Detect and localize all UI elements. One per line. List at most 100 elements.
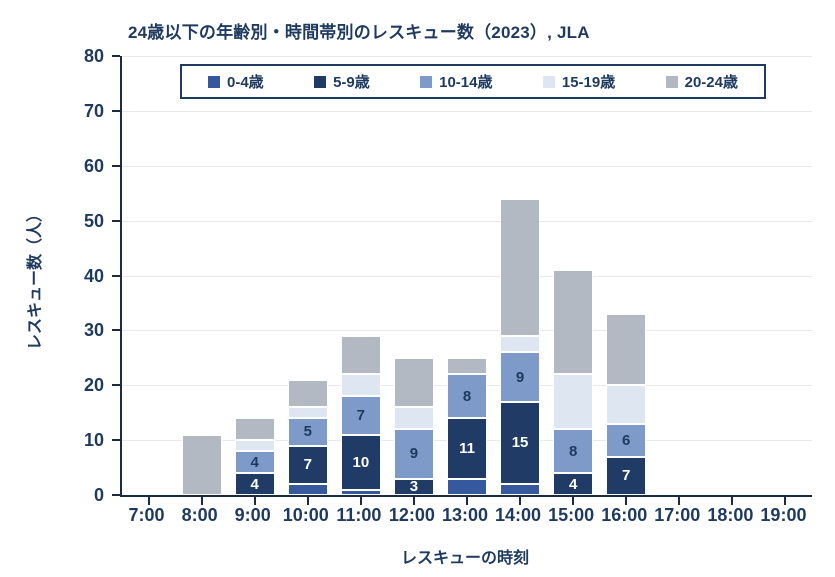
y-tick-label-70: 70 (83, 100, 104, 121)
bar-value-label: 3 (409, 478, 419, 495)
bar-segment-14:00-5-9歳: 15 (500, 401, 541, 485)
y-tick-label-50: 50 (83, 210, 104, 231)
x-tick-label-10:00: 10:00 (282, 505, 329, 525)
y-tick-label-40: 40 (83, 265, 104, 286)
bar-segment-11:00-0-4歳 (340, 489, 381, 495)
y-tick-40 (112, 274, 120, 277)
bar-value-label: 7 (303, 456, 312, 474)
bar-segment-16:00-15-19歳 (606, 385, 647, 424)
legend-label: 10-14歳 (439, 74, 493, 91)
y-tick-30 (112, 329, 120, 332)
y-tick-label-20: 20 (83, 375, 104, 396)
y-axis-tick-labels: 0 10 20 30 40 50 60 70 80 (62, 47, 118, 504)
bar-11:00: 10 7 (340, 335, 381, 495)
bar-segment-16:00-5-9歳: 7 (606, 456, 647, 495)
bar-value-label: 9 (515, 368, 525, 386)
bar-segment-13:00-20-24歳 (447, 357, 487, 375)
gridline-y-60 (122, 165, 812, 167)
bar-segment-11:00-20-24歳 (340, 335, 381, 375)
bar-value-label: 7 (356, 406, 366, 424)
bar-value-label: 8 (568, 442, 578, 460)
x-tick-label-13:00: 13:00 (441, 505, 489, 525)
x-tick-10:00 (306, 497, 309, 505)
bar-segment-14:00-10-14歳: 9 (500, 352, 541, 402)
gridline-y-40 (122, 275, 812, 277)
legend-item-15-19歳: 15-19歳 (542, 71, 616, 92)
x-tick-label-19:00: 19:00 (760, 505, 807, 525)
bar-12:00: 39 (393, 357, 434, 495)
bar-value-label: 15 (511, 434, 529, 452)
bar-value-label: 6 (622, 431, 631, 449)
x-tick-9:00 (253, 497, 256, 505)
legend-swatch-icon (420, 75, 433, 88)
bar-segment-13:00-10-14歳: 8 (447, 374, 487, 419)
bar-segment-11:00-10-14歳: 7 (340, 396, 381, 435)
x-tick-18:00 (731, 497, 734, 505)
legend-label: 0-4歳 (227, 74, 264, 91)
y-tick-0 (112, 494, 120, 496)
bar-segment-8:00-20-24歳 (181, 434, 222, 495)
y-tick-10 (112, 439, 120, 442)
y-tick-60 (112, 164, 120, 167)
bar-segment-16:00-20-24歳 (606, 313, 647, 386)
legend-swatch-icon (314, 75, 327, 88)
bar-segment-13:00-5-9歳: 11 (447, 418, 487, 479)
bar-value-label: 10 (352, 453, 370, 471)
x-tick-label-7:00: 7:00 (128, 505, 165, 525)
bar-segment-15:00-15-19歳 (553, 374, 594, 430)
legend-swatch-icon (208, 75, 220, 88)
y-tick-label-80: 80 (83, 46, 104, 66)
gridline-y-70 (122, 110, 812, 112)
bar-16:00: 76 (606, 313, 647, 495)
bar-value-label: 8 (462, 387, 472, 405)
legend-swatch-icon (542, 75, 555, 88)
x-tick-label-14:00: 14:00 (495, 505, 542, 525)
x-tick-11:00 (359, 497, 362, 505)
bar-segment-11:00-15-19歳 (340, 374, 381, 397)
y-axis-title: レスキュー数（人） (27, 206, 44, 351)
bar-segment-12:00-15-19歳 (393, 407, 434, 430)
x-axis-title: レスキューの時刻 (400, 550, 529, 567)
y-tick-label-60: 60 (83, 155, 104, 176)
chart-title: 24歳以下の年齢別・時間帯別のレスキュー数（2023）, JLA (128, 23, 590, 42)
y-tick-label-0: 0 (93, 485, 104, 505)
legend-swatch-icon (665, 75, 678, 88)
bar-segment-13:00-0-4歳 (447, 478, 487, 495)
x-tick-label-9:00: 9:00 (234, 505, 271, 525)
bar-value-label: 5 (303, 423, 312, 441)
bar-segment-9:00-5-9歳: 4 (234, 473, 275, 495)
y-tick-50 (112, 219, 120, 222)
x-axis-tick-labels: 7:00 8:00 9:00 10:00 11:00 12:00 13:00 14:00 15:… (120, 497, 810, 525)
legend-item-10-14歳: 10-14歳 (420, 71, 493, 92)
bar-value-label: 4 (250, 475, 259, 493)
bar-segment-10:00-15-19歳 (287, 407, 328, 419)
bar-segment-10:00-20-24歳 (287, 379, 328, 408)
legend-label: 20-24歳 (684, 74, 738, 91)
legend-label: 5-9歳 (333, 74, 370, 91)
gridline-y-50 (122, 220, 812, 222)
bar-segment-9:00-20-24歳 (234, 418, 275, 441)
bar-segment-12:00-5-9歳: 3 (393, 478, 434, 495)
bar-segment-12:00-10-14歳: 9 (393, 429, 434, 479)
bar-segment-15:00-5-9歳: 4 (553, 473, 594, 495)
bar-value-label: 9 (409, 445, 419, 463)
x-tick-label-15:00: 15:00 (548, 505, 595, 525)
bar-9:00: 44 (234, 418, 275, 495)
y-tick-70 (112, 109, 120, 112)
legend: 0-4歳 5-9歳 10-14歳 15-19歳 20-24歳 (180, 64, 766, 99)
x-tick-13:00 (466, 497, 468, 505)
bar-segment-14:00-20-24歳 (500, 198, 541, 336)
y-tick-80 (112, 55, 120, 57)
legend-item-0-4歳: 0-4歳 (208, 71, 264, 92)
x-tick-19:00 (784, 497, 787, 505)
y-tick-label-30: 30 (83, 320, 104, 341)
bar-value-label: 11 (459, 439, 475, 457)
bar-segment-14:00-15-19歳 (500, 335, 541, 353)
x-tick-label-8:00: 8:00 (181, 505, 218, 525)
legend-label: 15-19歳 (561, 74, 616, 91)
bar-segment-9:00-10-14歳: 4 (234, 451, 275, 474)
bar-segment-16:00-10-14歳: 6 (606, 423, 647, 457)
x-tick-16:00 (625, 497, 628, 505)
bar-value-label: 7 (622, 467, 631, 485)
